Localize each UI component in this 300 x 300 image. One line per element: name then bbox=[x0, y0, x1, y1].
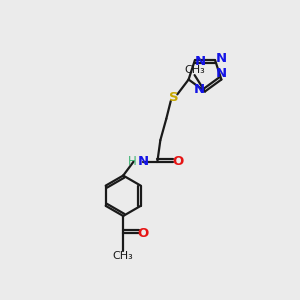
Text: H: H bbox=[128, 155, 136, 168]
Text: O: O bbox=[172, 155, 183, 168]
Text: N: N bbox=[138, 155, 149, 168]
Text: N: N bbox=[194, 83, 205, 97]
Text: S: S bbox=[169, 91, 178, 104]
Text: O: O bbox=[138, 227, 149, 240]
Text: N: N bbox=[195, 55, 206, 68]
Text: N: N bbox=[215, 52, 226, 65]
Text: N: N bbox=[216, 67, 227, 80]
Text: CH₃: CH₃ bbox=[185, 65, 206, 75]
Text: CH₃: CH₃ bbox=[113, 251, 134, 261]
